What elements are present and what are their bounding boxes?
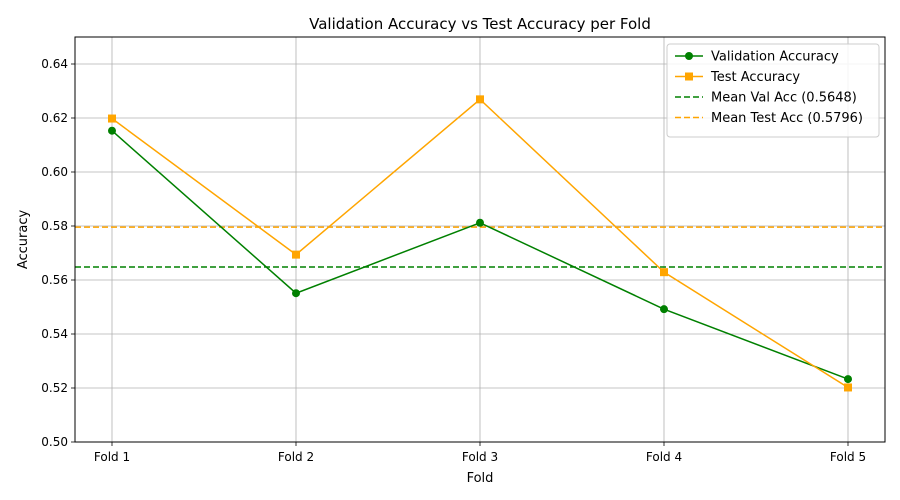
legend-frame (666, 43, 880, 138)
point-validation-accuracy (108, 126, 116, 135)
point-test-accuracy (108, 114, 116, 123)
point-test-accuracy (292, 250, 300, 259)
y-axis: 0.50 0.52 0.54 0.56 0.58 0.60 0.62 0.64 (41, 57, 75, 449)
chart-title: Validation Accuracy vs Test Accuracy per… (309, 15, 651, 33)
y-tick-label: 0.58 (41, 219, 68, 233)
x-axis-label: Fold (467, 471, 494, 486)
point-validation-accuracy (844, 375, 852, 384)
point-test-accuracy (660, 268, 668, 277)
y-tick-label: 0.56 (41, 273, 68, 287)
reference-lines (75, 226, 885, 268)
y-tick-label: 0.60 (41, 165, 68, 179)
series-group (108, 95, 852, 392)
legend-marker-validation-accuracy (685, 52, 693, 60)
legend: Validation Accuracy Test Accuracy Mean Val… (666, 43, 880, 138)
x-tick-label: Fold 3 (462, 450, 498, 464)
x-tick-label: Fold 5 (830, 450, 866, 464)
point-test-accuracy (844, 383, 852, 392)
legend-label-mean-test-acc-0-5796: Mean Test Acc (0.5796) (711, 111, 863, 126)
y-tick-label: 0.54 (41, 327, 68, 341)
legend-marker-test-accuracy (685, 72, 693, 81)
x-tick-label: Fold 4 (646, 450, 682, 464)
y-tick-label: 0.52 (41, 381, 68, 395)
series-validation-accuracy (108, 126, 852, 384)
y-tick-label: 0.64 (41, 57, 68, 71)
legend-label-validation-accuracy: Validation Accuracy (711, 50, 839, 65)
y-axis-label: Accuracy (16, 210, 31, 270)
point-test-accuracy (476, 95, 484, 104)
x-tick-label: Fold 1 (94, 450, 130, 464)
point-validation-accuracy (660, 305, 668, 314)
x-tick-label: Fold 2 (278, 450, 314, 464)
y-tick-label: 0.62 (41, 111, 68, 125)
point-validation-accuracy (292, 289, 300, 298)
legend-label-mean-val-acc-0-5648: Mean Val Acc (0.5648) (711, 91, 857, 106)
y-tick-label: 0.50 (41, 435, 68, 449)
point-validation-accuracy (476, 218, 484, 227)
legend-label-test-accuracy: Test Accuracy (710, 70, 800, 85)
x-axis: Fold 1 Fold 2 Fold 3 Fold 4 Fold 5 (94, 442, 866, 464)
series-test-accuracy (108, 95, 852, 392)
